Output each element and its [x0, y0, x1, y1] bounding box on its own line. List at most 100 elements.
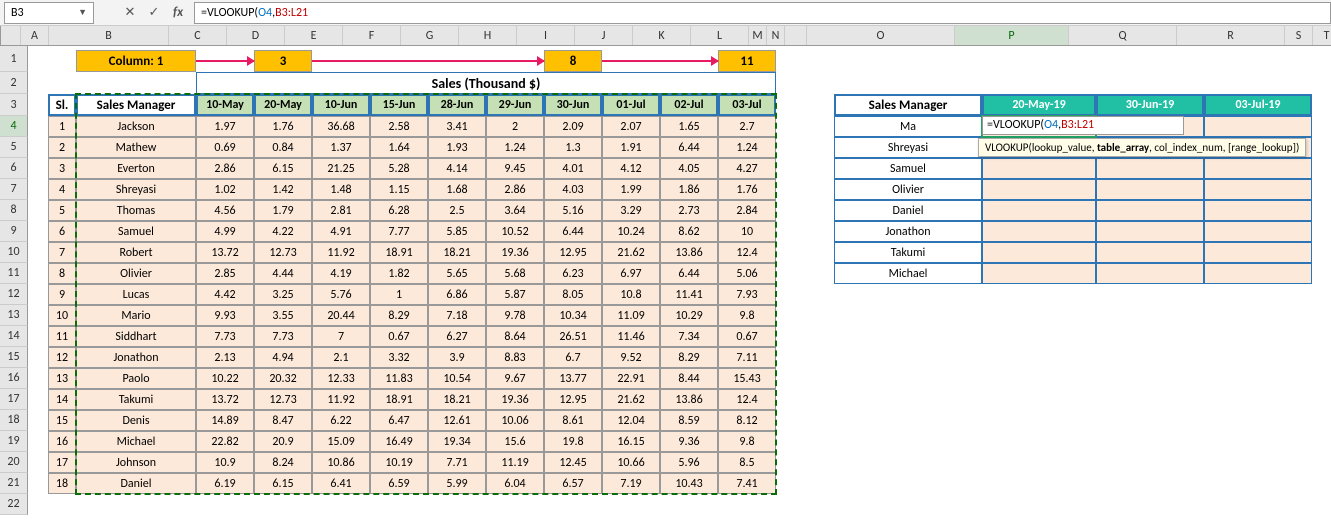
lookup-name-3[interactable]: Olivier	[834, 179, 982, 200]
lookup-val-5-1[interactable]	[1096, 221, 1204, 242]
cell-sl-1[interactable]: 2	[48, 137, 76, 158]
column-header-G[interactable]: G	[401, 26, 459, 45]
row-header-4[interactable]: 4	[0, 116, 28, 137]
cell-val-5-0[interactable]: 4.99	[196, 221, 254, 242]
column-header-J[interactable]: J	[575, 26, 633, 45]
lookup-val-4-0[interactable]	[982, 200, 1096, 221]
cell-sl-2[interactable]: 3	[48, 158, 76, 179]
cell-sl-7[interactable]: 8	[48, 263, 76, 284]
cell-val-2-8[interactable]: 4.05	[660, 158, 718, 179]
cell-val-5-9[interactable]: 10	[718, 221, 776, 242]
column-header-B[interactable]: B	[49, 26, 169, 45]
cell-val-14-4[interactable]: 12.61	[428, 410, 486, 431]
cell-sl-15[interactable]: 16	[48, 431, 76, 452]
cell-val-0-7[interactable]: 2.07	[602, 116, 660, 137]
cell-mgr-14[interactable]: Denis	[76, 410, 196, 431]
column-header-D[interactable]: D	[227, 26, 285, 45]
cell-val-2-7[interactable]: 4.12	[602, 158, 660, 179]
cell-val-9-0[interactable]: 9.93	[196, 305, 254, 326]
cell-val-12-5[interactable]: 9.67	[486, 368, 544, 389]
row-header-16[interactable]: 16	[0, 368, 28, 389]
cell-sl-6[interactable]: 7	[48, 242, 76, 263]
cell-val-14-1[interactable]: 8.47	[254, 410, 312, 431]
cell-mgr-12[interactable]: Paolo	[76, 368, 196, 389]
cell-val-2-1[interactable]: 6.15	[254, 158, 312, 179]
cell-mgr-9[interactable]: Mario	[76, 305, 196, 326]
cell-val-1-1[interactable]: 0.84	[254, 137, 312, 158]
cell-val-17-1[interactable]: 6.15	[254, 473, 312, 494]
cell-val-7-3[interactable]: 1.82	[370, 263, 428, 284]
cell-val-0-2[interactable]: 36.68	[312, 116, 370, 137]
cell-mgr-13[interactable]: Takumi	[76, 389, 196, 410]
cell-val-13-6[interactable]: 12.95	[544, 389, 602, 410]
lookup-val-3-1[interactable]	[1096, 179, 1204, 200]
cell-val-12-6[interactable]: 13.77	[544, 368, 602, 389]
column-header-A[interactable]: A	[21, 26, 49, 45]
row-header-10[interactable]: 10	[0, 242, 28, 263]
cell-val-5-6[interactable]: 6.44	[544, 221, 602, 242]
cell-val-8-9[interactable]: 7.93	[718, 284, 776, 305]
cell-val-12-4[interactable]: 10.54	[428, 368, 486, 389]
lookup-val-6-2[interactable]	[1204, 242, 1312, 263]
cell-mgr-16[interactable]: Johnson	[76, 452, 196, 473]
cell-val-10-2[interactable]: 7	[312, 326, 370, 347]
cell-val-6-9[interactable]: 12.4	[718, 242, 776, 263]
lookup-val-3-2[interactable]	[1204, 179, 1312, 200]
cell-val-3-1[interactable]: 1.42	[254, 179, 312, 200]
column-header-gap[interactable]	[785, 26, 807, 45]
cell-val-11-7[interactable]: 9.52	[602, 347, 660, 368]
cell-val-6-4[interactable]: 18.21	[428, 242, 486, 263]
column-header-O[interactable]: O	[807, 26, 955, 45]
lookup-val-3-0[interactable]	[982, 179, 1096, 200]
cell-val-13-9[interactable]: 12.4	[718, 389, 776, 410]
cell-val-12-8[interactable]: 8.44	[660, 368, 718, 389]
cell-val-0-9[interactable]: 2.7	[718, 116, 776, 137]
row-header-18[interactable]: 18	[0, 410, 28, 431]
cancel-formula-button[interactable]: ✕	[118, 2, 142, 24]
cell-val-17-4[interactable]: 5.99	[428, 473, 486, 494]
cell-val-12-0[interactable]: 10.22	[196, 368, 254, 389]
cell-val-8-7[interactable]: 10.8	[602, 284, 660, 305]
cell-val-4-1[interactable]: 1.79	[254, 200, 312, 221]
cell-val-15-0[interactable]: 22.82	[196, 431, 254, 452]
name-box-dropdown-icon[interactable]: ▼	[78, 7, 87, 18]
cell-val-12-9[interactable]: 15.43	[718, 368, 776, 389]
cell-val-14-0[interactable]: 14.89	[196, 410, 254, 431]
lookup-name-2[interactable]: Samuel	[834, 158, 982, 179]
cell-val-12-3[interactable]: 11.83	[370, 368, 428, 389]
cell-val-5-5[interactable]: 10.52	[486, 221, 544, 242]
cell-val-6-8[interactable]: 13.86	[660, 242, 718, 263]
row-header-17[interactable]: 17	[0, 389, 28, 410]
cell-mgr-15[interactable]: Michael	[76, 431, 196, 452]
cell-val-8-4[interactable]: 6.86	[428, 284, 486, 305]
cell-mgr-3[interactable]: Shreyasi	[76, 179, 196, 200]
lookup-val-5-2[interactable]	[1204, 221, 1312, 242]
cell-val-16-6[interactable]: 12.45	[544, 452, 602, 473]
cell-val-17-8[interactable]: 10.43	[660, 473, 718, 494]
cell-val-17-6[interactable]: 6.57	[544, 473, 602, 494]
row-header-20[interactable]: 20	[0, 452, 28, 473]
cell-val-14-5[interactable]: 10.06	[486, 410, 544, 431]
cell-val-8-5[interactable]: 5.87	[486, 284, 544, 305]
lookup-val-4-1[interactable]	[1096, 200, 1204, 221]
cell-val-6-0[interactable]: 13.72	[196, 242, 254, 263]
row-header-7[interactable]: 7	[0, 179, 28, 200]
cell-val-10-9[interactable]: 0.67	[718, 326, 776, 347]
cell-sl-13[interactable]: 14	[48, 389, 76, 410]
cells-area[interactable]: Column: 13811Sales (Thousand $)Sl.Sales …	[28, 46, 1331, 529]
column-header-H[interactable]: H	[459, 26, 517, 45]
cell-val-11-2[interactable]: 2.1	[312, 347, 370, 368]
cell-val-6-5[interactable]: 19.36	[486, 242, 544, 263]
cell-val-13-2[interactable]: 11.92	[312, 389, 370, 410]
column-header-T[interactable]: T	[1313, 26, 1331, 45]
row-header-8[interactable]: 8	[0, 200, 28, 221]
cell-sl-5[interactable]: 6	[48, 221, 76, 242]
cell-val-14-8[interactable]: 8.59	[660, 410, 718, 431]
cell-val-5-4[interactable]: 5.85	[428, 221, 486, 242]
cell-val-4-8[interactable]: 2.73	[660, 200, 718, 221]
column-header-C[interactable]: C	[169, 26, 227, 45]
cell-val-11-1[interactable]: 4.94	[254, 347, 312, 368]
cell-val-15-9[interactable]: 9.8	[718, 431, 776, 452]
cell-val-0-0[interactable]: 1.97	[196, 116, 254, 137]
cell-val-7-2[interactable]: 4.19	[312, 263, 370, 284]
